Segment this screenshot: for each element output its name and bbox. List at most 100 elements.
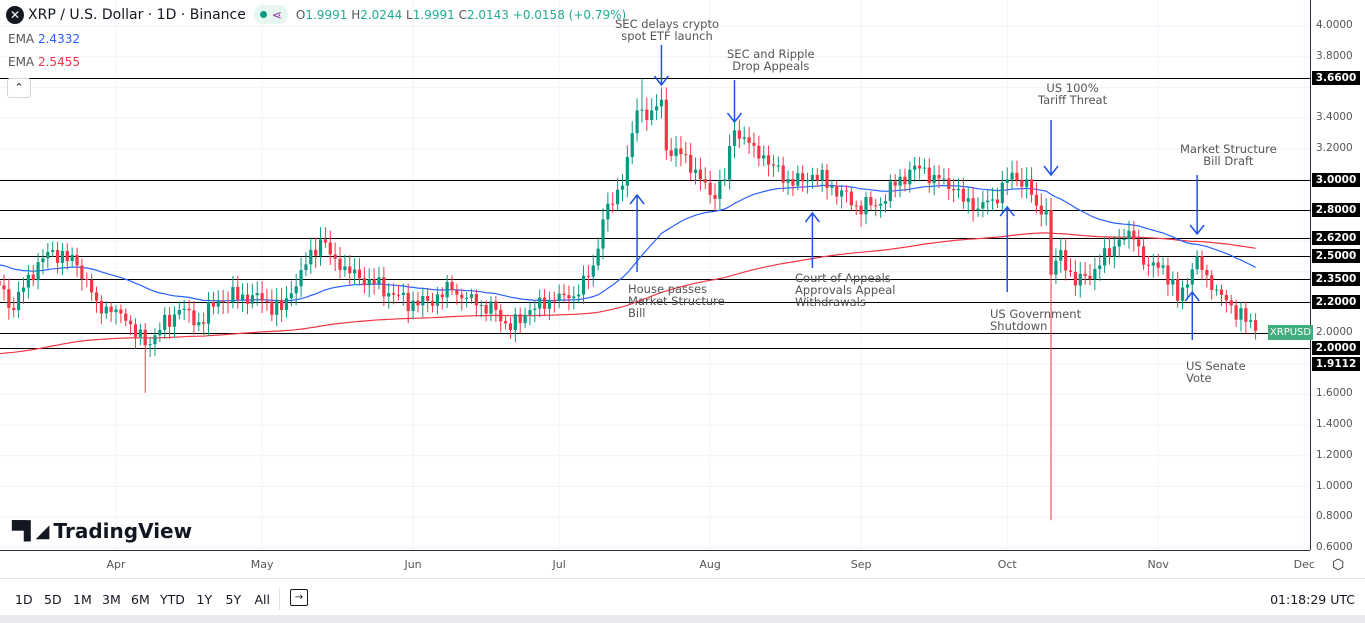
candle-body [75, 254, 79, 266]
candle-body [630, 133, 634, 158]
ema-slow-legend[interactable]: EMA 2.5455 [8, 55, 80, 69]
candle-body [241, 294, 245, 300]
candle-body [338, 258, 342, 271]
candle-body [411, 300, 415, 312]
bottom-toolbar [0, 578, 1365, 617]
status-pill[interactable]: ⋖ [253, 5, 288, 24]
candle-body [679, 148, 683, 155]
range-button-5y[interactable]: 5Y [225, 592, 242, 607]
candle-body [1034, 194, 1039, 206]
price-tick-label: 2.0000 [1316, 326, 1353, 338]
candle-body [177, 309, 181, 315]
candle-body [698, 169, 702, 180]
candle-body [109, 306, 113, 313]
annotation-line: US Senate [1186, 359, 1246, 373]
arrow-head-icon [1184, 290, 1200, 302]
candle-body [1229, 300, 1233, 306]
candle-body [947, 178, 951, 190]
candle-body [586, 275, 590, 277]
candle-body [124, 313, 128, 321]
candle-body [762, 155, 766, 159]
candle-body [927, 167, 931, 184]
candle-body [309, 249, 313, 265]
candle-body [167, 314, 172, 327]
price-chart[interactable] [0, 0, 1310, 550]
range-button-1y[interactable]: 1Y [196, 592, 213, 607]
candle-body [129, 320, 133, 325]
candle-body [1219, 289, 1224, 295]
range-button-ytd[interactable]: YTD [160, 592, 185, 607]
candle-body [1020, 180, 1024, 187]
level-price-label: 2.8000 [1312, 203, 1360, 218]
candle-body [21, 287, 26, 292]
price-axis[interactable] [1310, 0, 1365, 550]
candle-body [1107, 248, 1112, 257]
range-button-6m[interactable]: 6M [131, 592, 150, 607]
candle-body [869, 197, 873, 206]
candle-body [85, 278, 89, 280]
candle-body [143, 329, 147, 346]
price-tick-label: 0.6000 [1316, 540, 1353, 553]
candle-body [1205, 269, 1209, 276]
annotation-text[interactable]: US Senate Vote [1186, 360, 1246, 384]
annotation-text[interactable]: Market Structure Bill Draft [1180, 143, 1277, 167]
candle-body [1068, 270, 1073, 272]
candle-body [1180, 287, 1185, 301]
candle-body [279, 299, 284, 310]
candle-body [353, 269, 357, 274]
annotation-text[interactable]: House passes Market Structure Bill [628, 283, 725, 319]
candle-body [333, 254, 337, 259]
candle-body [1239, 308, 1243, 320]
candle-body [197, 322, 201, 326]
range-button-1m[interactable]: 1M [73, 592, 92, 607]
candle-body [752, 142, 756, 146]
range-button-3m[interactable]: 3M [102, 592, 121, 607]
candle-body [489, 301, 493, 314]
calendar-goto-icon[interactable]: → [290, 589, 308, 606]
candle-body [1073, 271, 1077, 286]
candle-body [362, 278, 366, 286]
settings-icon[interactable]: ⬡ [1332, 557, 1345, 573]
clock[interactable]: 01:18:29 UTC [1270, 592, 1355, 607]
price-tick-label: 1.4000 [1316, 418, 1353, 431]
candle-body [693, 169, 698, 173]
candle-body [1253, 320, 1258, 331]
candle-body [304, 264, 308, 271]
candle-body [766, 155, 771, 165]
collapse-legend-button[interactable]: ⌃ [7, 78, 31, 98]
candle-body [104, 306, 108, 314]
time-tick-label: Nov [1147, 558, 1169, 571]
candle-body [888, 181, 892, 202]
candle-body [844, 190, 849, 192]
range-button-all[interactable]: All [254, 592, 271, 607]
range-button-5d[interactable]: 5D [44, 592, 62, 607]
time-tick-label: Dec [1293, 558, 1315, 571]
candle-body [1156, 262, 1160, 268]
annotation-text[interactable]: US 100% Tariff Threat [1038, 82, 1107, 106]
annotation-text[interactable]: Court of Appeals Approvals Appeal Withdraw… [795, 272, 895, 308]
candle-body [1146, 264, 1151, 266]
candle-body [791, 179, 795, 186]
candle-body [469, 294, 474, 298]
annotation-text[interactable]: SEC delays crypto spot ETF launch [615, 18, 719, 42]
candle-body [202, 322, 206, 324]
time-axis[interactable] [0, 550, 1310, 579]
candle-body [552, 300, 556, 302]
annotation-text[interactable]: US Government Shutdown [990, 308, 1081, 332]
candle-body [396, 294, 401, 296]
candle-body [1195, 256, 1199, 270]
candle-body [494, 301, 498, 310]
candle-body [1132, 230, 1136, 240]
candle-body [387, 293, 391, 297]
chart-header: ✕ XRP / U.S. Dollar · 1D · Binance ⋖ O1.… [6, 5, 626, 24]
annotation-text[interactable]: SEC and Ripple Drop Appeals [727, 48, 815, 72]
candle-body [1054, 260, 1058, 275]
annotation-line: Tariff Threat [1038, 93, 1108, 107]
ema-fast-legend[interactable]: EMA 2.4332 [8, 32, 80, 46]
annotation-line: Approvals Appeal [795, 283, 896, 297]
range-button-1d[interactable]: 1D [15, 592, 33, 607]
candle-body [508, 323, 513, 330]
level-price-label: 1.9112 [1312, 357, 1360, 371]
symbol-title[interactable]: XRP / U.S. Dollar · 1D · Binance [28, 6, 246, 23]
candle-body [1117, 239, 1121, 247]
